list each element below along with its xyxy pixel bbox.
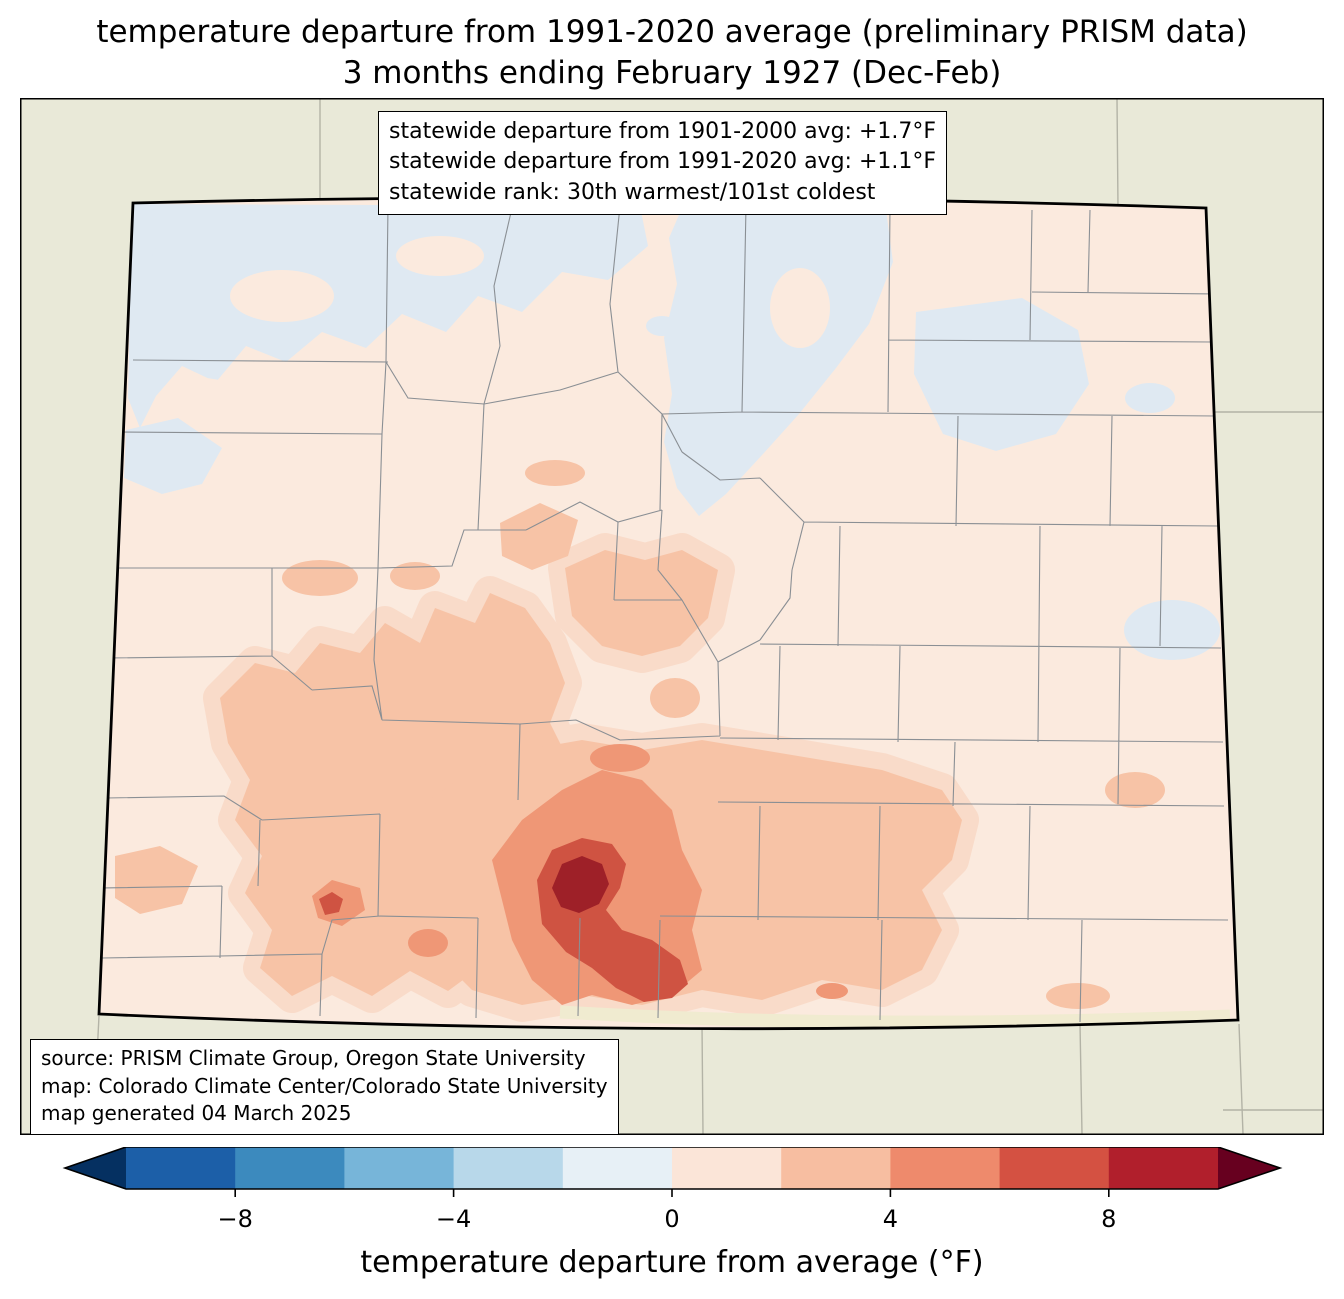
county-boundaries — [101, 205, 1229, 1023]
colorbar: −8 −4 0 4 8 temperature departure from avera… — [20, 1147, 1324, 1297]
title-line-1: temperature departure from 1991-2020 ave… — [96, 14, 1248, 50]
cool-anomaly-regions — [124, 204, 1220, 660]
stats-line-1991-2020: statewide departure from 1991-2020 avg: … — [389, 149, 937, 175]
colorbar-segment — [781, 1147, 891, 1189]
map-axes: statewide departure from 1901-2000 avg: … — [20, 98, 1324, 1135]
colorbar-tick-label: −8 — [217, 1205, 253, 1233]
axes-frame — [20, 98, 1324, 1135]
source-line: source: PRISM Climate Group, Oregon Stat… — [41, 1046, 586, 1070]
colorbar-segment — [344, 1147, 455, 1189]
colorbar-outline — [62, 1147, 1283, 1190]
stats-box: statewide departure from 1901-2000 avg: … — [378, 111, 948, 216]
colorbar-segment — [999, 1147, 1110, 1189]
colorbar-tick-label: 0 — [664, 1205, 680, 1233]
colorbar-segment — [562, 1147, 673, 1189]
colorbar-segment — [672, 1147, 782, 1189]
colorbar-axis-label: temperature departure from average (°F) — [360, 1245, 984, 1280]
source-box: source: PRISM Climate Group, Oregon Stat… — [30, 1039, 619, 1135]
map-credit-line: map: Colorado Climate Center/Colorado St… — [41, 1073, 608, 1098]
colorbar-tickmarks — [234, 1189, 1110, 1197]
stats-line-rank: statewide rank: 30th warmest/101st colde… — [389, 179, 876, 205]
south-border-strip — [559, 1005, 1231, 1029]
stats-line-1901-2000: statewide departure from 1901-2000 avg: … — [389, 119, 937, 144]
colorbar-svg — [62, 1147, 1283, 1197]
colorbar-tick-label: 8 — [1101, 1205, 1117, 1233]
title-line-2: 3 months ending February 1927 (Dec-Feb) — [342, 54, 1002, 91]
colorbar-tick-label: 4 — [882, 1205, 899, 1233]
colorbar-segment — [1108, 1147, 1219, 1189]
colorbar-over-arrow — [1218, 1147, 1280, 1189]
colorbar-segment — [126, 1147, 236, 1189]
generated-date-line: map generated 04 March 2025 — [41, 1101, 352, 1126]
colorbar-segment — [890, 1147, 1001, 1189]
colorbar-under-arrow — [65, 1147, 126, 1189]
colorbar-segment — [235, 1147, 345, 1189]
colorbar-segment — [453, 1147, 564, 1189]
colorado-anomaly-map — [20, 98, 1324, 1135]
colorbar-tick-label: −4 — [435, 1205, 472, 1233]
warm-8plus-core — [552, 856, 609, 913]
figure-title: temperature departure from 1991-2020 ave… — [0, 12, 1344, 94]
colorbar-segments — [126, 1147, 1219, 1189]
warm-holes-in-cool-region — [164, 236, 830, 418]
